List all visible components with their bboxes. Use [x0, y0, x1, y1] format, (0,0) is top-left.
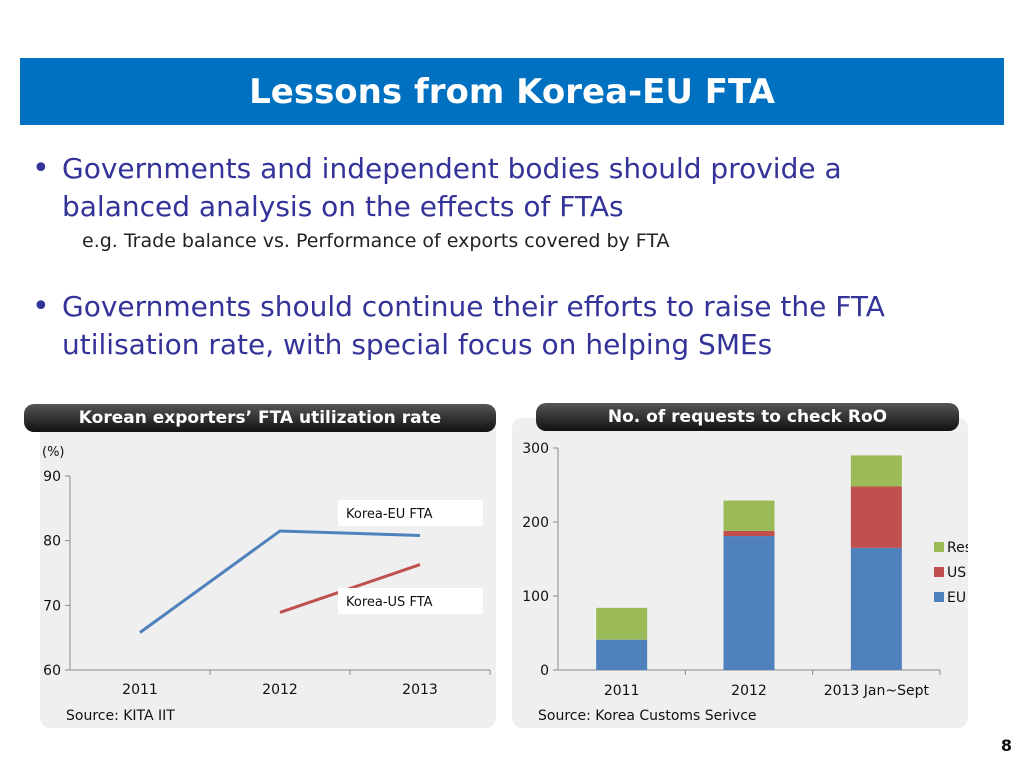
bar-eu-1 [723, 536, 775, 670]
legend-label-rest: Rest [947, 540, 968, 556]
bullet-1-text: Governments and independent bodies shoul… [62, 152, 842, 223]
series-line-korea-eu [139, 529, 421, 634]
line-chart: (%) 60 70 80 90 2011 2012 2013 Korea-EU FTA Korea… [42, 445, 491, 698]
bar-eu-0 [596, 639, 648, 670]
line-chart-title: Korean exporters’ FTA utilization rate [24, 404, 496, 432]
legend-swatch-rest [934, 542, 944, 552]
bar-chart: 0 100 200 300 2011 2012 2013 Jan~Sept Rest US EU [522, 441, 968, 699]
slide-title: Lessons from Korea-EU FTA [20, 58, 1004, 125]
x-tick-label: 2013 Jan~Sept [824, 683, 930, 699]
page-number: 8 [1000, 736, 1012, 755]
series-label: Korea-US FTA [346, 595, 433, 610]
bar-rest-2 [850, 455, 902, 487]
legend-swatch-eu [934, 592, 944, 602]
bar-us-2 [850, 486, 902, 548]
y-tick-label: 90 [43, 469, 61, 485]
bullet-1: • Governments and independent bodies sho… [32, 150, 972, 226]
bar-rest-0 [596, 607, 648, 640]
x-tick-label: 2013 [402, 682, 438, 698]
bar-us-1 [723, 530, 775, 537]
bullet-2-text: Governments should continue their effort… [62, 290, 885, 361]
y-tick-label: 70 [43, 598, 61, 614]
bullet-1-subtext: e.g. Trade balance vs. Performance of ex… [82, 230, 670, 252]
series-label: Korea-EU FTA [346, 507, 433, 522]
bullet-dot-icon: • [32, 151, 50, 186]
bullet-2: • Governments should continue their effo… [32, 288, 972, 364]
x-tick-label: 2012 [731, 683, 767, 699]
y-tick-label: 0 [540, 663, 549, 679]
y-tick-label: 300 [522, 441, 549, 457]
y-tick-label: 200 [522, 515, 549, 531]
series-label-box [338, 500, 483, 526]
y-axis-label: (%) [42, 445, 65, 460]
y-tick-label: 80 [43, 534, 61, 550]
legend-swatch-us [934, 567, 944, 577]
series-label-box [338, 588, 483, 614]
legend-label-us: US [947, 565, 966, 581]
bar-chart-title: No. of requests to check RoO [536, 403, 959, 431]
line-chart-panel: (%) 60 70 80 90 2011 2012 2013 Korea-EU FTA Korea… [40, 418, 496, 728]
line-chart-source: Source: KITA IIT [66, 708, 175, 724]
x-tick-label: 2012 [262, 682, 298, 698]
x-tick-label: 2011 [604, 683, 640, 699]
x-tick-label: 2011 [122, 682, 158, 698]
y-tick-label: 60 [43, 663, 61, 679]
bullet-dot-icon: • [32, 289, 50, 324]
bar-chart-source: Source: Korea Customs Serivce [538, 708, 757, 724]
legend-label-eu: EU [947, 590, 966, 606]
y-tick-label: 100 [522, 589, 549, 605]
bar-eu-2 [850, 547, 902, 670]
bar-rest-1 [723, 500, 775, 531]
